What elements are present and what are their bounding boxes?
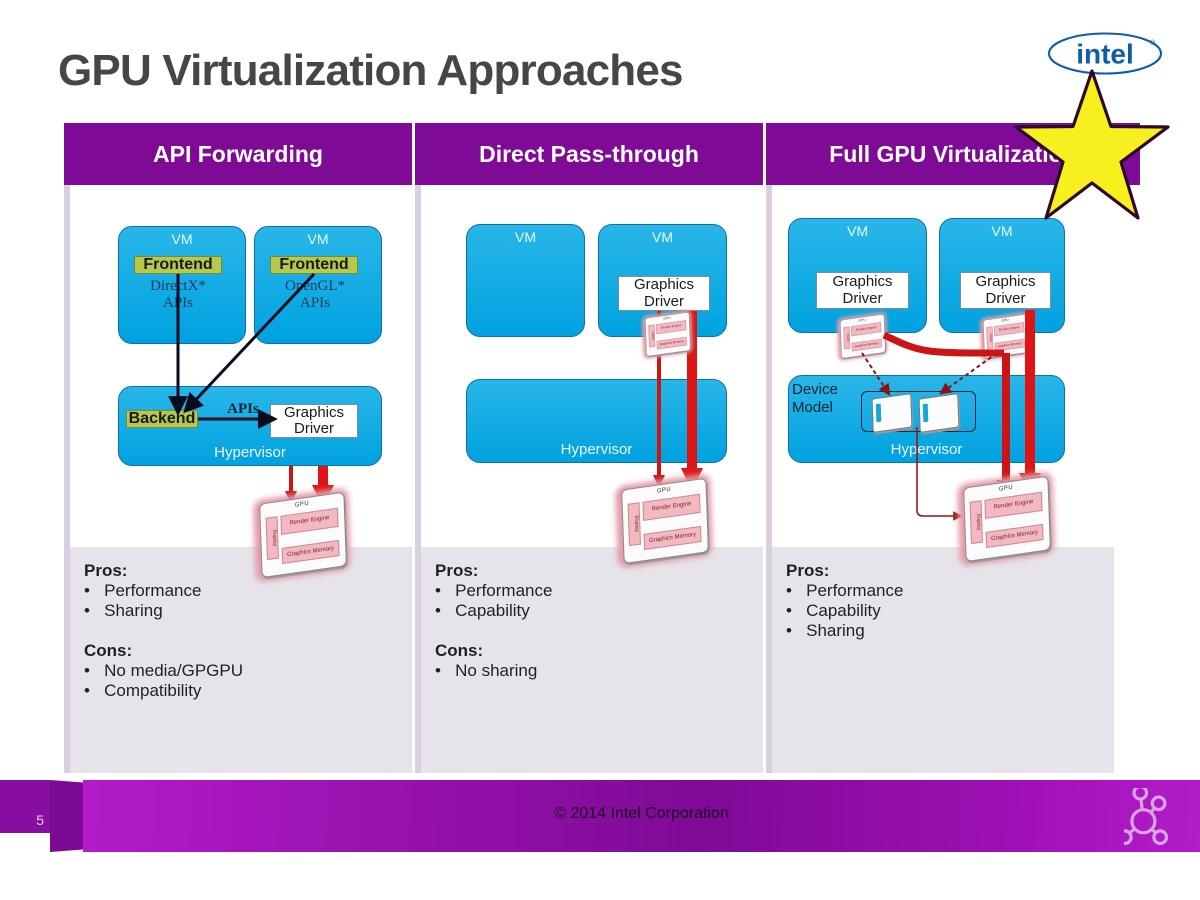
svg-text:®: ® [1150,39,1156,47]
svg-text:intel: intel [1076,39,1134,70]
